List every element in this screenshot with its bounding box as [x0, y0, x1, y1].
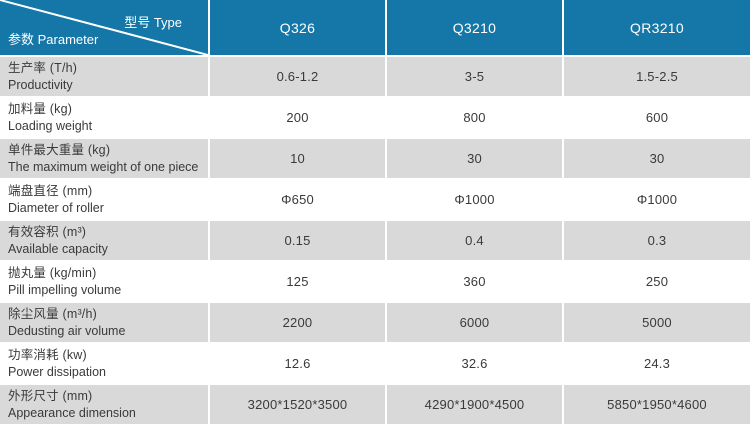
param-zh: 单件最大重量 (kg) — [8, 142, 111, 157]
param-cell-available-capacity: 有效容积 (m³) Available capacity — [0, 221, 208, 260]
value-q326-loading-weight: 200 — [210, 98, 385, 137]
param-en: Appearance dimension — [8, 405, 136, 420]
value-q326-roller-diameter: Φ650 — [210, 180, 385, 219]
col-header-q326: Q326 — [210, 0, 385, 55]
value-q3210-available-capacity: 0.4 — [387, 221, 562, 260]
param-zh: 加料量 (kg) — [8, 101, 73, 116]
value-q326-pill-impelling-volume: 125 — [210, 262, 385, 301]
param-zh: 有效容积 (m³) — [8, 224, 87, 239]
value-q326-productivity: 0.6-1.2 — [210, 57, 385, 96]
param-en: Dedusting air volume — [8, 323, 126, 338]
value-qr3210-available-capacity: 0.3 — [564, 221, 750, 260]
corner-parameter-label: 参数 Parameter — [8, 32, 99, 47]
value-qr3210-loading-weight: 600 — [564, 98, 750, 137]
param-zh: 外形尺寸 (mm) — [8, 388, 93, 403]
param-en: The maximum weight of one piece — [8, 159, 199, 174]
param-cell-power-dissipation: 功率消耗 (kw) Power dissipation — [0, 344, 208, 383]
value-q3210-appearance-dimension: 4290*1900*4500 — [387, 385, 562, 424]
value-q3210-loading-weight: 800 — [387, 98, 562, 137]
value-qr3210-power-dissipation: 24.3 — [564, 344, 750, 383]
param-cell-appearance-dimension: 外形尺寸 (mm) Appearance dimension — [0, 385, 208, 424]
param-zh: 除尘风量 (m³/h) — [8, 306, 97, 321]
param-cell-max-weight: 单件最大重量 (kg) The maximum weight of one pi… — [0, 139, 208, 178]
param-en: Diameter of roller — [8, 200, 104, 215]
corner-type-label: 型号 Type — [124, 15, 182, 30]
value-qr3210-roller-diameter: Φ1000 — [564, 180, 750, 219]
value-qr3210-appearance-dimension: 5850*1950*4600 — [564, 385, 750, 424]
param-en: Pill impelling volume — [8, 282, 122, 297]
value-qr3210-max-weight: 30 — [564, 139, 750, 178]
value-q326-appearance-dimension: 3200*1520*3500 — [210, 385, 385, 424]
value-q326-max-weight: 10 — [210, 139, 385, 178]
diagonal-divider — [0, 0, 208, 55]
col-header-qr3210: QR3210 — [564, 0, 750, 55]
param-zh: 功率消耗 (kw) — [8, 347, 87, 362]
param-cell-pill-impelling-volume: 抛丸量 (kg/min) Pill impelling volume — [0, 262, 208, 301]
value-q3210-pill-impelling-volume: 360 — [387, 262, 562, 301]
value-q326-available-capacity: 0.15 — [210, 221, 385, 260]
value-q3210-roller-diameter: Φ1000 — [387, 180, 562, 219]
corner-header-cell: 型号 Type 参数 Parameter — [0, 0, 208, 55]
param-en: Loading weight — [8, 118, 93, 133]
value-q326-power-dissipation: 12.6 — [210, 344, 385, 383]
param-zh: 端盘直径 (mm) — [8, 183, 93, 198]
param-zh: 生产率 (T/h) — [8, 60, 78, 75]
value-q326-dedusting-air-volume: 2200 — [210, 303, 385, 342]
value-qr3210-productivity: 1.5-2.5 — [564, 57, 750, 96]
value-q3210-max-weight: 30 — [387, 139, 562, 178]
param-en: Productivity — [8, 77, 73, 92]
col-header-q3210: Q3210 — [387, 0, 562, 55]
value-q3210-power-dissipation: 32.6 — [387, 344, 562, 383]
value-q3210-productivity: 3-5 — [387, 57, 562, 96]
param-cell-dedusting-air-volume: 除尘风量 (m³/h) Dedusting air volume — [0, 303, 208, 342]
value-q3210-dedusting-air-volume: 6000 — [387, 303, 562, 342]
param-cell-productivity: 生产率 (T/h) Productivity — [0, 57, 208, 96]
param-cell-loading-weight: 加料量 (kg) Loading weight — [0, 98, 208, 137]
param-cell-roller-diameter: 端盘直径 (mm) Diameter of roller — [0, 180, 208, 219]
param-en: Power dissipation — [8, 364, 106, 379]
value-qr3210-pill-impelling-volume: 250 — [564, 262, 750, 301]
param-en: Available capacity — [8, 241, 108, 256]
value-qr3210-dedusting-air-volume: 5000 — [564, 303, 750, 342]
param-zh: 抛丸量 (kg/min) — [8, 265, 97, 280]
